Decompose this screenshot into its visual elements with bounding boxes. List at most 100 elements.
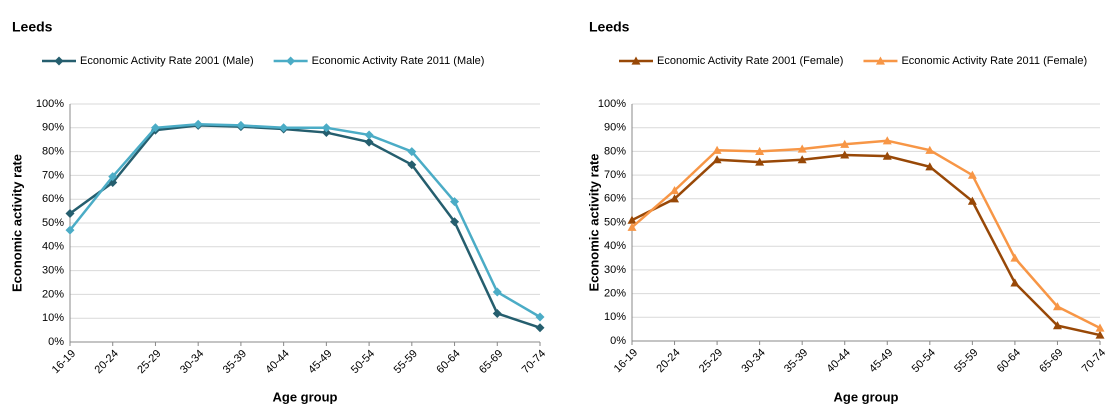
data-point [670, 194, 680, 203]
data-point [882, 136, 892, 145]
data-point [65, 225, 75, 235]
series-line [631, 153, 1101, 337]
series-line [631, 139, 1101, 330]
data-point [712, 145, 722, 154]
data-point [1052, 302, 1062, 311]
y-tick-label: 30% [42, 265, 64, 277]
data-point [492, 287, 502, 297]
y-tick-label: 90% [42, 122, 64, 134]
data-point [1010, 278, 1020, 287]
y-tick-label: 0% [48, 336, 64, 348]
y-tick-label: 60% [604, 193, 626, 205]
data-point [535, 323, 545, 333]
data-point [279, 123, 289, 133]
data-point [967, 170, 977, 179]
data-point [670, 186, 680, 195]
x-tick-label: 35-39 [782, 347, 810, 375]
data-point [797, 144, 807, 153]
y-tick-label: 70% [42, 169, 64, 181]
x-tick-label: 65-69 [477, 348, 505, 376]
x-tick-label: 16-19 [50, 348, 78, 376]
data-point [364, 130, 374, 140]
legend-label: Economic Activity Rate 2011 (Female) [901, 55, 1087, 67]
data-point [407, 147, 417, 157]
y-tick-label: 10% [604, 311, 626, 323]
y-tick-label: 70% [604, 169, 626, 181]
data-point [967, 196, 977, 205]
x-tick-label: 55-59 [952, 347, 980, 375]
y-axis-title: Economic activity rate [586, 154, 601, 292]
y-tick-label: 60% [42, 193, 64, 205]
legend-marker [54, 56, 64, 66]
x-tick-label: 45-49 [867, 347, 895, 375]
x-tick-label: 25-29 [135, 348, 163, 376]
data-point [193, 119, 203, 129]
y-tick-label: 40% [604, 240, 626, 252]
data-point [321, 128, 331, 138]
data-point [627, 222, 637, 231]
x-tick-label: 60-64 [434, 348, 462, 376]
data-point [712, 155, 722, 164]
data-point [1095, 330, 1105, 339]
legend-label: Economic Activity Rate 2001 (Female) [657, 55, 843, 67]
x-tick-label: 30-34 [178, 348, 206, 376]
y-tick-label: 10% [42, 312, 64, 324]
legend-marker [286, 56, 296, 66]
y-axis-title: Economic activity rate [9, 154, 24, 292]
data-point [535, 312, 545, 322]
x-tick-label: 40-44 [825, 347, 853, 375]
data-point [925, 162, 935, 171]
data-point [1095, 323, 1105, 332]
y-tick-label: 90% [604, 122, 626, 134]
y-tick-label: 30% [604, 264, 626, 276]
x-tick-label: 70-74 [1080, 347, 1105, 375]
data-point [450, 217, 460, 227]
data-point [840, 139, 850, 148]
data-point [797, 155, 807, 164]
y-tick-label: 50% [42, 217, 64, 229]
x-axis-title: Age group [834, 389, 899, 404]
x-tick-label: 25-29 [697, 347, 725, 375]
series-line [69, 122, 541, 319]
legend-label: Economic Activity Rate 2001 (Male) [80, 55, 254, 67]
x-tick-label: 45-49 [306, 348, 334, 376]
x-tick-label: 60-64 [995, 347, 1023, 375]
x-axis-title: Age group [273, 389, 338, 404]
data-point [755, 157, 765, 166]
x-tick-label: 20-24 [654, 347, 682, 375]
y-tick-label: 80% [604, 145, 626, 157]
data-point [627, 215, 637, 224]
legend-marker [631, 56, 641, 65]
data-point [1052, 321, 1062, 330]
x-tick-label: 40-44 [263, 348, 291, 376]
data-point [65, 208, 75, 218]
data-point [364, 137, 374, 147]
series-line [69, 124, 541, 329]
y-tick-label: 50% [604, 216, 626, 228]
x-tick-label: 70-74 [520, 348, 548, 376]
x-tick-label: 50-54 [910, 347, 938, 375]
data-point [492, 308, 502, 318]
x-tick-label: 20-24 [93, 348, 121, 376]
x-tick-label: 55-59 [392, 348, 420, 376]
data-point [840, 150, 850, 159]
data-point [150, 123, 160, 133]
legend-label: Economic Activity Rate 2011 (Male) [312, 55, 485, 67]
x-tick-label: 50-54 [349, 348, 377, 376]
data-point [450, 197, 460, 207]
x-tick-label: 16-19 [612, 347, 640, 375]
data-point [925, 145, 935, 154]
chart-title: Leeds [589, 19, 630, 35]
y-tick-label: 0% [610, 335, 626, 347]
data-point [882, 151, 892, 160]
x-tick-label: 65-69 [1037, 347, 1065, 375]
data-point [108, 172, 118, 182]
x-tick-label: 35-39 [221, 348, 249, 376]
y-tick-label: 20% [604, 288, 626, 300]
y-tick-label: 20% [42, 288, 64, 300]
legend-marker [875, 56, 885, 65]
y-tick-label: 100% [598, 98, 626, 110]
data-point [236, 120, 246, 130]
y-tick-label: 100% [36, 98, 64, 110]
